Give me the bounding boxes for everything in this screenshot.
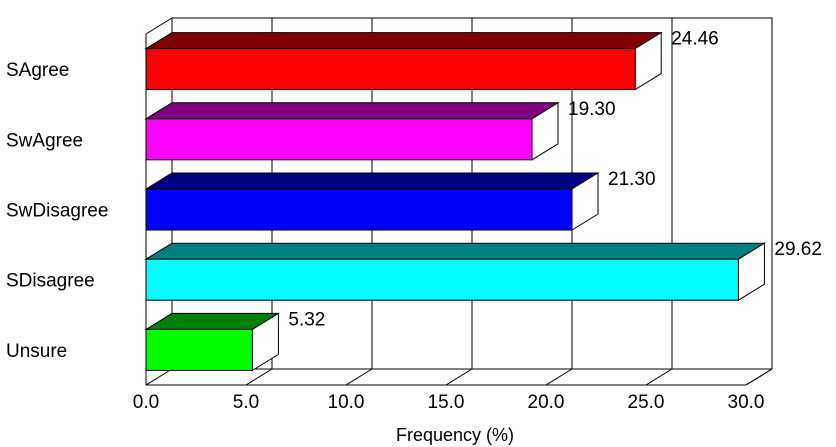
value-label: 21.30 (608, 169, 656, 190)
bar-front-face (145, 188, 573, 231)
category-label: SDisagree (6, 271, 95, 292)
x-tick-label: 25.0 (628, 392, 665, 413)
bar-front-face (145, 48, 636, 91)
bar (144, 31, 663, 91)
value-label: 24.46 (671, 29, 719, 50)
x-axis-title: Frequency (%) (396, 425, 514, 445)
bar-front-face (145, 258, 739, 301)
bar (144, 101, 560, 161)
x-tick-label: 10.0 (328, 392, 365, 413)
x-tick-labels: 0.0 5.0 10.0 15.0 20.0 25.0 30.0 (133, 392, 765, 413)
category-label: SAgree (6, 60, 69, 81)
value-label: 19.30 (568, 99, 616, 120)
x-tick-label: 15.0 (428, 392, 465, 413)
x-tick-label: 20.0 (528, 392, 565, 413)
gridline-floor (545, 368, 573, 386)
gridline-floor (745, 368, 773, 386)
bar-top-face (144, 172, 600, 190)
x-tick-label: 30.0 (728, 392, 765, 413)
category-label: SwDisagree (6, 201, 108, 222)
bar (144, 312, 281, 372)
value-label: 5.32 (288, 309, 325, 330)
bar-top-face (144, 102, 560, 120)
bar-top-face (144, 242, 767, 260)
category-labels: SAgree SwAgree SwDisagree SDisagree Unsure (6, 60, 108, 362)
gridline-floor (345, 368, 373, 386)
x-tick-label: 5.0 (233, 392, 259, 413)
x-tick-label: 0.0 (133, 392, 159, 413)
bar-front-face (145, 118, 533, 161)
bar (144, 172, 600, 231)
bar-front-face (145, 328, 253, 371)
gridline-floor (145, 368, 173, 386)
gridline-floor (445, 368, 473, 386)
bars (144, 31, 767, 372)
gridline-floor (245, 368, 273, 386)
gridline-floor (645, 368, 673, 386)
value-labels: 24.46 19.30 21.30 29.62 5.32 (288, 29, 822, 331)
category-label: Unsure (6, 341, 67, 362)
bar (144, 242, 767, 302)
category-label: SwAgree (6, 130, 83, 151)
value-label: 29.62 (774, 239, 822, 260)
bar-top-face (144, 32, 663, 50)
